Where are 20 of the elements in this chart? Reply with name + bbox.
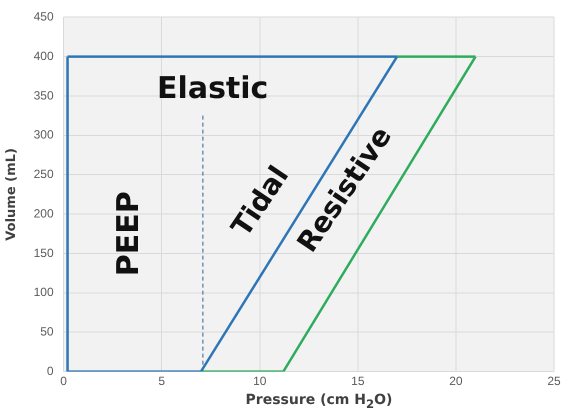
y-tick-label: 400 xyxy=(34,48,54,63)
y-tick-label: 450 xyxy=(34,10,54,24)
y-axis-title: Volume (mL) xyxy=(4,148,20,241)
x-tick-label: 20 xyxy=(449,374,463,388)
annotation: Elastic xyxy=(157,71,268,106)
y-tick-label: 200 xyxy=(34,206,54,220)
x-tick-label: 25 xyxy=(547,374,561,388)
x-tick-label: 15 xyxy=(351,374,365,388)
y-tick-label: 100 xyxy=(34,285,54,300)
y-tick-label: 0 xyxy=(46,364,54,378)
x-tick-label: 10 xyxy=(253,374,267,388)
x-axis-title: Pressure (cm H$_{2}$O) xyxy=(244,392,394,411)
y-tick-label: 250 xyxy=(34,167,54,182)
annotation: PEEP xyxy=(111,191,146,276)
y-tick-label: 350 xyxy=(34,88,54,102)
y-tick-label: 50 xyxy=(40,324,54,339)
y-tick-label: 300 xyxy=(34,128,54,142)
x-tick-label: 0 xyxy=(60,374,68,388)
x-tick-label: 5 xyxy=(158,374,166,388)
y-tick-label: 150 xyxy=(34,246,54,260)
